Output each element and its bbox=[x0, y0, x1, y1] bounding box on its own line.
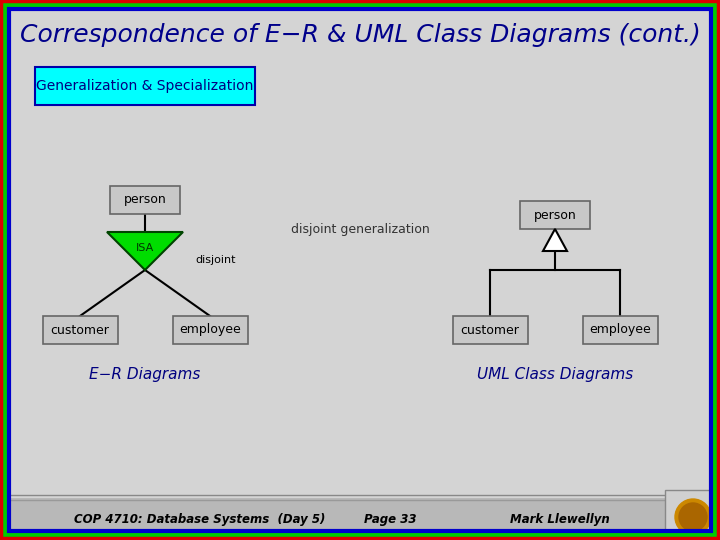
Polygon shape bbox=[543, 229, 567, 251]
Text: Page 33: Page 33 bbox=[364, 512, 416, 525]
Text: employee: employee bbox=[179, 323, 241, 336]
Text: UML Class Diagrams: UML Class Diagrams bbox=[477, 368, 633, 382]
Bar bbox=[42, 316, 117, 344]
Text: customer: customer bbox=[461, 323, 519, 336]
Text: E−R Diagrams: E−R Diagrams bbox=[89, 368, 201, 382]
Text: person: person bbox=[124, 193, 166, 206]
Text: disjoint generalization: disjoint generalization bbox=[291, 224, 429, 237]
Bar bbox=[35, 67, 255, 105]
Polygon shape bbox=[107, 232, 183, 270]
Bar bbox=[110, 186, 180, 214]
Text: ISA: ISA bbox=[136, 243, 154, 253]
Circle shape bbox=[675, 499, 711, 535]
Circle shape bbox=[679, 503, 707, 531]
Bar bbox=[173, 316, 248, 344]
Text: Correspondence of E−R & UML Class Diagrams (cont.): Correspondence of E−R & UML Class Diagra… bbox=[19, 23, 701, 47]
Bar bbox=[582, 316, 657, 344]
Text: Mark Llewellyn: Mark Llewellyn bbox=[510, 512, 610, 525]
Text: Generalization & Specialization: Generalization & Specialization bbox=[36, 79, 253, 93]
Text: person: person bbox=[534, 208, 577, 221]
Bar bbox=[452, 316, 528, 344]
Text: customer: customer bbox=[50, 323, 109, 336]
Text: employee: employee bbox=[589, 323, 651, 336]
Bar bbox=[665, 490, 720, 540]
Text: disjoint: disjoint bbox=[195, 255, 235, 265]
Bar bbox=[520, 201, 590, 229]
Bar bbox=[0, 498, 720, 540]
Text: COP 4710: Database Systems  (Day 5): COP 4710: Database Systems (Day 5) bbox=[74, 512, 325, 525]
